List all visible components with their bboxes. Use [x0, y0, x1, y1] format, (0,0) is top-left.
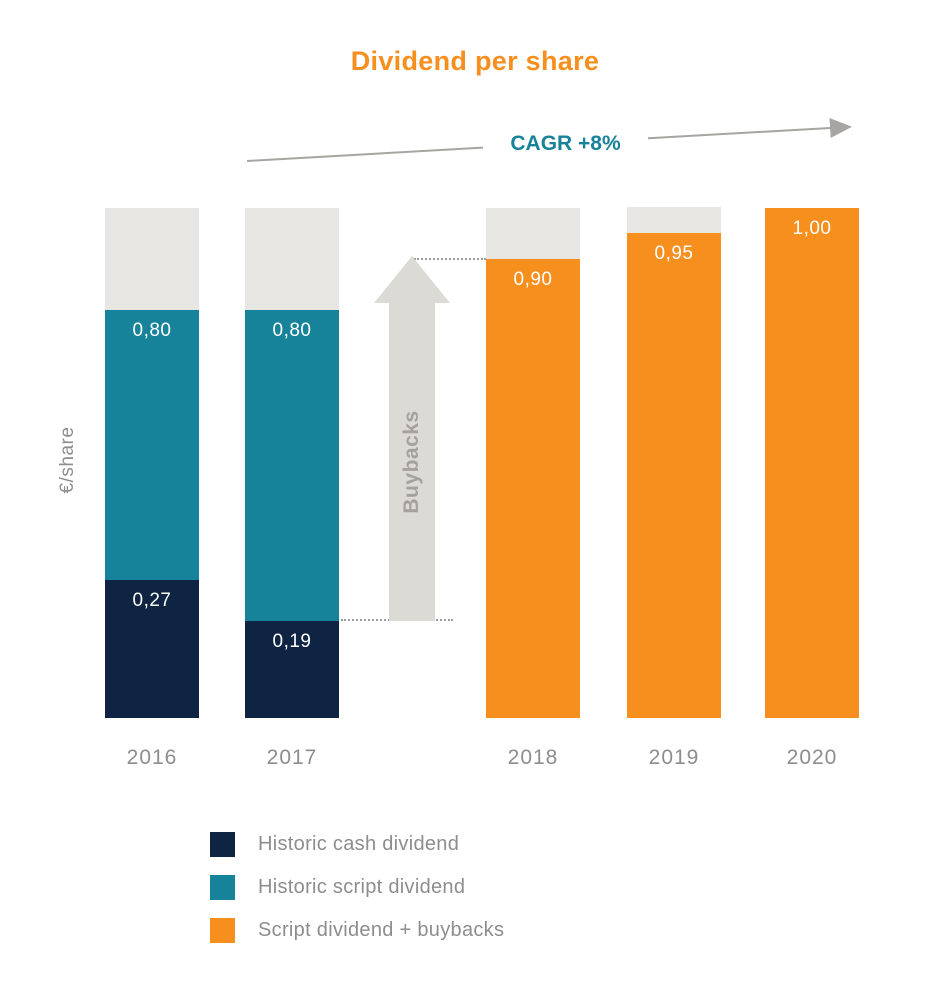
buybacks-arrow: Buybacks: [374, 256, 450, 622]
legend: Historic cash dividend Historic script di…: [210, 832, 504, 943]
x-axis-label-2020: 2020: [786, 746, 838, 769]
segment-value-label: 0,27: [132, 590, 172, 611]
bar-2019: 0,95: [627, 207, 721, 718]
legend-swatch: [210, 918, 235, 943]
bar-segment: 0,27: [105, 580, 199, 718]
dotted-connector-top: [414, 258, 486, 260]
segment-value-label: 0,80: [132, 320, 172, 341]
bar-segment: [245, 208, 339, 310]
legend-label: Script dividend + buybacks: [258, 919, 505, 941]
bar-2018: 0,90: [486, 208, 580, 718]
x-axis-label-2018: 2018: [507, 746, 559, 769]
bar-2020: 1,00: [765, 208, 859, 718]
bar-segment: 0,90: [486, 259, 580, 718]
bar-2016: 0,27 0,80: [105, 208, 199, 718]
segment-value-label: 0,90: [513, 269, 553, 290]
x-axis-label-2017: 2017: [266, 746, 318, 769]
bar-segment: 0,80: [245, 310, 339, 621]
x-axis-label-2019: 2019: [648, 746, 700, 769]
segment-value-label: 0,19: [272, 631, 312, 652]
bar-2017: 0,19 0,80: [245, 208, 339, 718]
legend-swatch: [210, 875, 235, 900]
x-axis-label-2016: 2016: [126, 746, 178, 769]
legend-swatch: [210, 832, 235, 857]
legend-label: Historic script dividend: [258, 876, 466, 898]
bar-segment: 0,80: [105, 310, 199, 580]
segment-value-label: 0,95: [654, 243, 694, 264]
legend-item: Historic script dividend: [210, 875, 504, 900]
legend-item: Script dividend + buybacks: [210, 918, 504, 943]
bar-segment: [627, 207, 721, 233]
segment-value-label: 1,00: [792, 218, 832, 239]
legend-label: Historic cash dividend: [258, 833, 460, 855]
bar-segment: [486, 208, 580, 259]
buybacks-arrow-shaft: Buybacks: [389, 303, 435, 621]
cagr-label: CAGR +8%: [483, 129, 648, 159]
segment-value-label: 0,80: [272, 320, 312, 341]
bar-segment: 1,00: [765, 208, 859, 718]
legend-item: Historic cash dividend: [210, 832, 504, 857]
bar-segment: 0,19: [245, 621, 339, 718]
bar-segment: [105, 208, 199, 310]
buybacks-label: Buybacks: [400, 410, 423, 514]
chart-title: Dividend per share: [350, 46, 600, 76]
bar-segment: 0,95: [627, 233, 721, 718]
buybacks-arrow-head-icon: [374, 256, 450, 303]
